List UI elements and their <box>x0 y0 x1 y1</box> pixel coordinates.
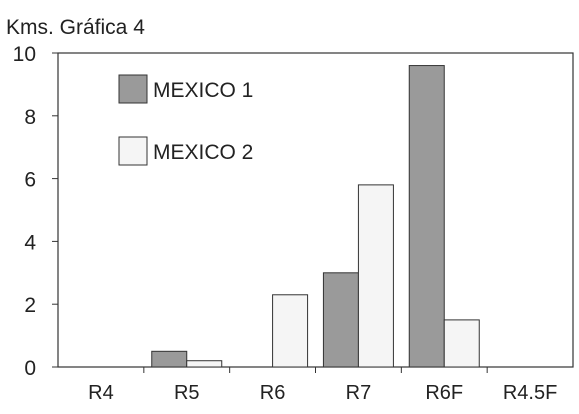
y-axis: 0 2 4 6 8 10 <box>13 43 58 380</box>
legend-label: MEXICO 1 <box>153 79 253 102</box>
bar-mexico-2-r7 <box>357 184 394 368</box>
x-axis: R4 R5 R6 R7 R6F R4.5F <box>88 367 557 404</box>
y-tick-label: 0 <box>24 357 36 380</box>
legend: MEXICO 1 MEXICO 2 <box>118 74 253 166</box>
bar-mexico-2-r5 <box>186 360 223 368</box>
y-tick-label: 10 <box>13 43 36 66</box>
chart-title: Kms. Gráfica 4 <box>6 16 145 39</box>
bar-mexico-2-r6f <box>443 319 480 368</box>
y-tick-label: 6 <box>24 169 36 192</box>
x-tick-label: R4 <box>88 382 114 404</box>
x-tick-label: R6F <box>425 382 463 404</box>
bar-mexico-1-r6f <box>408 65 445 368</box>
y-tick-label: 4 <box>24 231 36 254</box>
legend-label: MEXICO 2 <box>153 141 253 164</box>
legend-swatch <box>118 136 148 166</box>
y-tick-label: 8 <box>24 106 36 129</box>
x-tick-label: R4.5F <box>503 382 557 404</box>
bar-mexico-2-r6 <box>272 294 309 368</box>
x-tick-label: R5 <box>174 382 200 404</box>
y-tick-label: 2 <box>24 294 36 317</box>
x-tick-label: R6 <box>260 382 286 404</box>
bar-mexico-1-r5 <box>151 350 188 368</box>
x-tick-label: R7 <box>346 382 372 404</box>
legend-swatch <box>118 74 148 104</box>
bar-mexico-1-r7 <box>322 272 359 368</box>
bar-series-group <box>151 65 480 368</box>
